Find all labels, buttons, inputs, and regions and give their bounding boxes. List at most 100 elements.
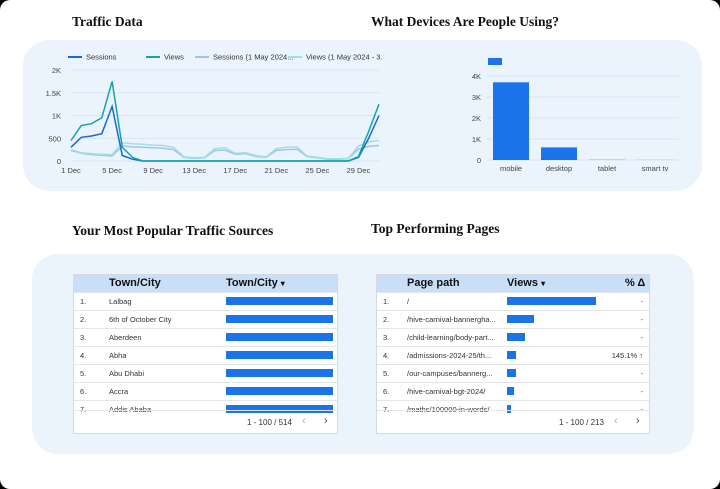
row-label: Lalbag bbox=[109, 297, 132, 306]
row-label: /hive-carnival-bgt-2024/ bbox=[407, 387, 486, 396]
table-row[interactable]: 5. Abu Dhabi bbox=[74, 364, 337, 382]
row-index: 1. bbox=[383, 297, 390, 306]
legend-label: Sessions (1 May 2024... bbox=[213, 53, 293, 62]
x-tick-label: 13 Dec bbox=[182, 166, 206, 175]
row-label: /hive-carnival-bannergha... bbox=[407, 315, 496, 324]
table-row[interactable]: 1. / - bbox=[377, 292, 649, 310]
tables-panel: Town/City Town/City ▾ 1. Lalbag 2. 6th of O… bbox=[32, 254, 694, 454]
table-row[interactable]: 5. /our-campuses/bannerg... - bbox=[377, 364, 649, 382]
row-delta: - bbox=[640, 369, 644, 378]
row-delta: - bbox=[640, 387, 644, 396]
row-index: 2. bbox=[80, 315, 87, 324]
row-delta: - bbox=[640, 315, 644, 324]
traffic-sources-table: Town/City Town/City ▾ 1. Lalbag 2. 6th of O… bbox=[73, 274, 338, 434]
y-tick-label: 1K bbox=[52, 112, 61, 121]
x-tick-label: desktop bbox=[546, 164, 572, 173]
prev-page-icon[interactable]: ‹ bbox=[302, 415, 306, 427]
row-label: /child-learning/body-part... bbox=[407, 333, 494, 342]
table-row[interactable]: 2. /hive-carnival-bannergha... - bbox=[377, 310, 649, 328]
table-row[interactable]: 2. 6th of October City bbox=[74, 310, 337, 328]
row-label: 6th of October City bbox=[109, 315, 172, 324]
x-tick-label: 29 Dec bbox=[347, 166, 371, 175]
row-value-bar bbox=[507, 315, 534, 323]
row-label: /maths/100000-in-words/ bbox=[407, 405, 490, 414]
charts-panel: 0 500 1K 1.5K 2K 1 Dec 5 Dec 9 Dec 13 Dec 17 Dec 2… bbox=[23, 40, 702, 191]
row-index: 6. bbox=[383, 387, 390, 396]
row-index: 3. bbox=[80, 333, 87, 342]
column-header-page-path[interactable]: Page path bbox=[407, 277, 460, 289]
row-delta: - bbox=[640, 333, 644, 342]
x-tick-label: 21 Dec bbox=[264, 166, 288, 175]
bar-mobile bbox=[493, 82, 529, 160]
y-tick-label: 0 bbox=[477, 156, 481, 165]
traffic-line-chart: 0 500 1K 1.5K 2K 1 Dec 5 Dec 9 Dec 13 Dec 17 Dec 2… bbox=[46, 53, 383, 176]
row-index: 7. bbox=[80, 405, 87, 414]
legend-label: Views (1 May 2024 - 3... bbox=[306, 53, 383, 62]
y-tick-label: 1.5K bbox=[46, 89, 61, 98]
row-label: / bbox=[407, 297, 410, 306]
y-tick-label: 2K bbox=[52, 66, 61, 75]
sources-heading: Your Most Popular Traffic Sources bbox=[72, 223, 274, 238]
next-page-icon[interactable]: › bbox=[636, 415, 640, 427]
row-label: /our-campuses/bannerg... bbox=[407, 369, 493, 378]
row-value-bar bbox=[226, 297, 333, 305]
row-index: 7. bbox=[383, 405, 390, 414]
table-row[interactable]: 6. Accra bbox=[74, 382, 337, 400]
row-value-bar bbox=[226, 369, 333, 377]
row-delta: 145.1% ↑ bbox=[611, 351, 643, 360]
x-tick-label: smart tv bbox=[642, 164, 669, 173]
legend-label: Sessions bbox=[86, 53, 117, 62]
legend-swatch bbox=[488, 58, 502, 65]
next-page-icon[interactable]: › bbox=[324, 415, 328, 427]
x-tick-label: mobile bbox=[500, 164, 522, 173]
table-row[interactable]: 4. /admissions-2024-25/th... 145.1% ↑ bbox=[377, 346, 649, 364]
row-delta: - bbox=[640, 405, 644, 414]
table-pagination: 1 - 100 / 514 ‹ › bbox=[74, 410, 337, 433]
row-value-bar bbox=[226, 387, 333, 395]
traffic-heading: Traffic Data bbox=[72, 14, 143, 29]
y-tick-label: 3K bbox=[472, 93, 481, 102]
x-tick-label: 17 Dec bbox=[223, 166, 247, 175]
column-header-city-bar[interactable]: Town/City ▾ bbox=[226, 277, 285, 289]
table-pagination: 1 - 100 / 213 ‹ › bbox=[377, 410, 649, 433]
column-header-city[interactable]: Town/City bbox=[109, 277, 161, 289]
legend-label: Views bbox=[164, 53, 184, 62]
table-header: Town/City Town/City ▾ bbox=[74, 275, 337, 292]
row-label: Abu Dhabi bbox=[109, 369, 145, 378]
row-label: Aberdeen bbox=[109, 333, 142, 342]
column-header-views[interactable]: Views ▾ bbox=[507, 277, 546, 289]
x-tick-label: 9 Dec bbox=[143, 166, 163, 175]
table-row[interactable]: 7. /maths/100000-in-words/ - bbox=[377, 400, 649, 418]
column-header-delta[interactable]: % Δ bbox=[625, 277, 646, 289]
table-row[interactable]: 1. Lalbag bbox=[74, 292, 337, 310]
row-value-bar bbox=[507, 405, 512, 413]
pages-heading: Top Performing Pages bbox=[371, 221, 500, 236]
table-row[interactable]: 6. /hive-carnival-bgt-2024/ - bbox=[377, 382, 649, 400]
sort-desc-icon: ▾ bbox=[541, 279, 546, 288]
pagination-label: 1 - 100 / 213 bbox=[559, 418, 604, 427]
series-line bbox=[70, 81, 380, 162]
row-delta: - bbox=[640, 297, 644, 306]
row-index: 1. bbox=[80, 297, 87, 306]
row-value-bar bbox=[226, 315, 333, 323]
table-row[interactable]: 4. Abha bbox=[74, 346, 337, 364]
row-value-bar bbox=[507, 387, 515, 395]
table-row[interactable]: 7. Addis Ababa bbox=[74, 400, 337, 418]
pagination-label: 1 - 100 / 514 bbox=[247, 418, 292, 427]
y-tick-label: 500 bbox=[48, 134, 61, 143]
row-value-bar bbox=[507, 333, 525, 341]
row-value-bar bbox=[507, 351, 516, 359]
table-header: Page path Views ▾ % Δ bbox=[377, 275, 649, 292]
x-tick-label: 25 Dec bbox=[306, 166, 330, 175]
devices-bar-chart: 0 1K 2K 3K 4K mobile desktop tablet smart tv bbox=[472, 58, 679, 173]
prev-page-icon[interactable]: ‹ bbox=[614, 415, 618, 427]
table-row[interactable]: 3. Aberdeen bbox=[74, 328, 337, 346]
row-label: Accra bbox=[109, 387, 129, 396]
top-pages-table: Page path Views ▾ % Δ 1. / - 2. /hive-carniv… bbox=[376, 274, 650, 434]
devices-heading: What Devices Are People Using? bbox=[371, 14, 559, 29]
row-label: Addis Ababa bbox=[109, 405, 152, 414]
row-label: Abha bbox=[109, 351, 127, 360]
table-row[interactable]: 3. /child-learning/body-part... - bbox=[377, 328, 649, 346]
row-value-bar bbox=[507, 297, 596, 305]
